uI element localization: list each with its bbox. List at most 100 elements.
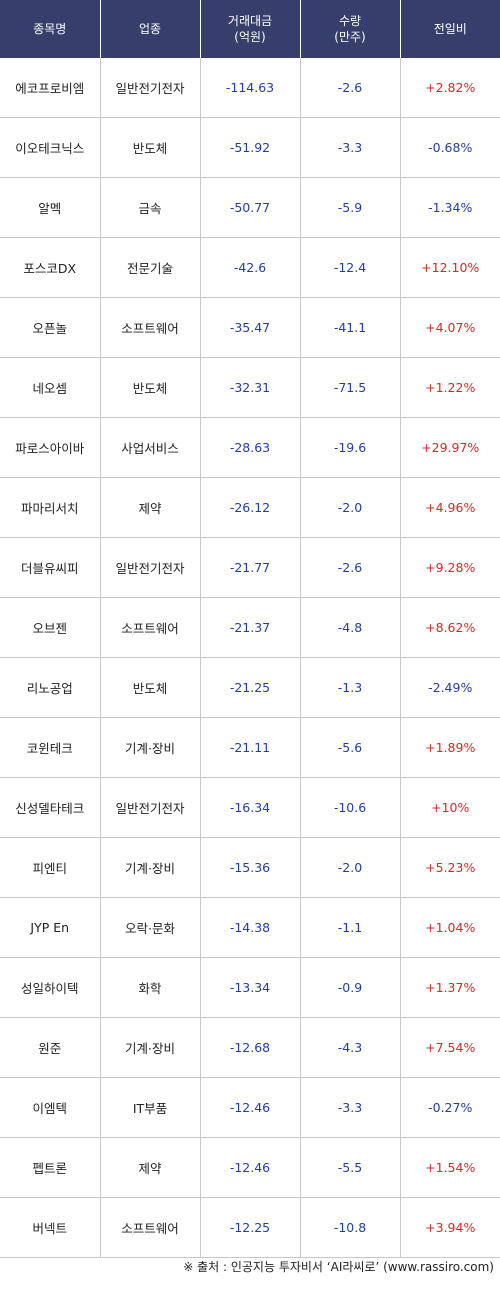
stock-amount: -114.63 — [199, 58, 300, 118]
stock-change: +9.28% — [399, 537, 500, 598]
stock-name: 펩트론 — [0, 1137, 100, 1198]
stock-change: +3.94% — [399, 1197, 500, 1258]
stock-change: -2.49% — [399, 657, 500, 718]
stock-name: 성일하이텍 — [0, 957, 100, 1018]
stock-name: JYP En — [0, 897, 100, 958]
stock-amount: -13.34 — [199, 957, 300, 1018]
header-volume-line2: (만주) — [334, 30, 366, 44]
stock-sector: 소프트웨어 — [99, 1197, 200, 1258]
stock-change: +1.22% — [399, 357, 500, 418]
table-row: 코윈테크 기계·장비 -21.11 -5.6 +1.89% — [0, 717, 500, 778]
stock-sector: 화학 — [99, 957, 200, 1018]
source-note: ※ 출처 : 인공지능 투자비서 ‘AI라씨로’ (www.rassiro.co… — [183, 1260, 494, 1274]
stock-amount: -35.47 — [199, 297, 300, 358]
table-row: 더블유씨피 일반전기전자 -21.77 -2.6 +9.28% — [0, 537, 500, 598]
stock-name: 에코프로비엠 — [0, 58, 100, 118]
table-row: 알멕 금속 -50.77 -5.9 -1.34% — [0, 177, 500, 238]
stock-volume: -0.9 — [299, 957, 400, 1018]
stock-name: 리노공업 — [0, 657, 100, 718]
stock-name: 파로스아이바 — [0, 417, 100, 478]
stock-change: -0.27% — [399, 1077, 500, 1138]
header-row: 종목명 업종 거래대금 (억원) 수량 (만주) 전일비 — [0, 0, 500, 58]
stock-name: 버넥트 — [0, 1197, 100, 1258]
table-row: 펩트론 제약 -12.46 -5.5 +1.54% — [0, 1137, 500, 1198]
stock-volume: -4.8 — [299, 597, 400, 658]
table-row: 네오셈 반도체 -32.31 -71.5 +1.22% — [0, 357, 500, 418]
stock-volume: -2.0 — [299, 477, 400, 538]
stock-sector: 오락·문화 — [99, 897, 200, 958]
stock-sector: 제약 — [99, 1137, 200, 1198]
stock-volume: -10.8 — [299, 1197, 400, 1258]
stock-amount: -42.6 — [199, 237, 300, 298]
header-amount-line1: 거래대금 — [227, 14, 273, 28]
stock-sector: 기계·장비 — [99, 837, 200, 898]
stock-change: +10% — [399, 777, 500, 838]
stock-sector: 소프트웨어 — [99, 297, 200, 358]
stock-volume: -2.6 — [299, 58, 400, 118]
stock-volume: -19.6 — [299, 417, 400, 478]
stock-volume: -3.3 — [299, 117, 400, 178]
stock-volume: -1.1 — [299, 897, 400, 958]
header-change: 전일비 — [399, 0, 500, 58]
stock-name: 원준 — [0, 1017, 100, 1078]
stock-volume: -10.6 — [299, 777, 400, 838]
header-amount: 거래대금 (억원) — [199, 0, 301, 58]
stock-change: +8.62% — [399, 597, 500, 658]
table-row: 신성델타테크 일반전기전자 -16.34 -10.6 +10% — [0, 777, 500, 838]
stock-change: +2.82% — [399, 58, 500, 118]
stock-volume: -5.9 — [299, 177, 400, 238]
header-name: 종목명 — [0, 0, 101, 58]
table-row: 이오테크닉스 반도체 -51.92 -3.3 -0.68% — [0, 117, 500, 178]
stock-sector: 반도체 — [99, 357, 200, 418]
stock-change: +29.97% — [399, 417, 500, 478]
stock-amount: -21.77 — [199, 537, 300, 598]
stock-sector: 제약 — [99, 477, 200, 538]
stock-volume: -3.3 — [299, 1077, 400, 1138]
table-row: 버넥트 소프트웨어 -12.25 -10.8 +3.94% — [0, 1197, 500, 1258]
table-row: 이엠텍 IT부품 -12.46 -3.3 -0.27% — [0, 1077, 500, 1138]
header-sector: 업종 — [99, 0, 201, 58]
table-row: 피엔티 기계·장비 -15.36 -2.0 +5.23% — [0, 837, 500, 898]
stock-sector: 기계·장비 — [99, 1017, 200, 1078]
stock-amount: -12.68 — [199, 1017, 300, 1078]
stock-change: +4.07% — [399, 297, 500, 358]
stock-sector: IT부품 — [99, 1077, 200, 1138]
stock-change: -0.68% — [399, 117, 500, 178]
table-row: 오브젠 소프트웨어 -21.37 -4.8 +8.62% — [0, 597, 500, 658]
stock-sector: 금속 — [99, 177, 200, 238]
stock-sector: 소프트웨어 — [99, 597, 200, 658]
stock-sector: 반도체 — [99, 657, 200, 718]
stock-name: 피엔티 — [0, 837, 100, 898]
stock-volume: -71.5 — [299, 357, 400, 418]
stock-name: 이엠텍 — [0, 1077, 100, 1138]
stock-amount: -12.46 — [199, 1137, 300, 1198]
stock-amount: -12.46 — [199, 1077, 300, 1138]
stock-volume: -2.6 — [299, 537, 400, 598]
stock-volume: -4.3 — [299, 1017, 400, 1078]
stock-volume: -5.5 — [299, 1137, 400, 1198]
table-row: 오픈놀 소프트웨어 -35.47 -41.1 +4.07% — [0, 297, 500, 358]
stock-change: +1.54% — [399, 1137, 500, 1198]
stock-change: +1.89% — [399, 717, 500, 778]
stock-name: 오픈놀 — [0, 297, 100, 358]
table-row: 포스코DX 전문기술 -42.6 -12.4 +12.10% — [0, 237, 500, 298]
stock-amount: -50.77 — [199, 177, 300, 238]
stock-volume: -2.0 — [299, 837, 400, 898]
stock-name: 이오테크닉스 — [0, 117, 100, 178]
stock-amount: -21.11 — [199, 717, 300, 778]
stock-sector: 일반전기전자 — [99, 777, 200, 838]
stock-volume: -12.4 — [299, 237, 400, 298]
stock-change: +1.37% — [399, 957, 500, 1018]
header-volume: 수량 (만주) — [299, 0, 401, 58]
stock-sector: 전문기술 — [99, 237, 200, 298]
stock-name: 네오셈 — [0, 357, 100, 418]
table-row: 원준 기계·장비 -12.68 -4.3 +7.54% — [0, 1017, 500, 1078]
stock-name: 포스코DX — [0, 237, 100, 298]
table-row: JYP En 오락·문화 -14.38 -1.1 +1.04% — [0, 897, 500, 958]
stock-volume: -1.3 — [299, 657, 400, 718]
stock-change: +7.54% — [399, 1017, 500, 1078]
stock-amount: -14.38 — [199, 897, 300, 958]
stock-volume: -41.1 — [299, 297, 400, 358]
